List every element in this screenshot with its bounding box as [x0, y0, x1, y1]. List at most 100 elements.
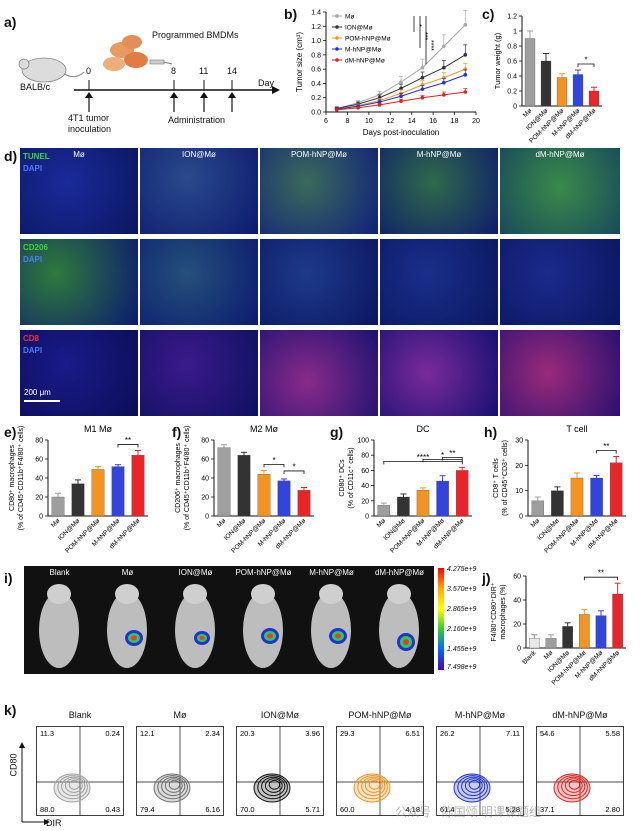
legend-label: ION@Mø — [345, 25, 373, 32]
contour-ring — [357, 775, 388, 800]
column-label: dM-hNP@Mø — [535, 150, 585, 159]
x-tick-label: 14 — [408, 118, 416, 125]
scale-bar-label: 200 μm — [24, 388, 51, 397]
bar — [91, 469, 105, 517]
flow-plot-canvas: 54.6 5.58 37.1 2.80 — [536, 726, 624, 816]
micro-cell-cd8-4 — [380, 330, 498, 416]
flow-plot-title: POM-hNP@Mø — [348, 710, 412, 720]
tumor-weight-bar-chart: 00.20.40.60.811.2MøION@MøPOM-hNP@MøM-hNP… — [493, 14, 602, 145]
y-tick-label: 10 — [515, 488, 523, 495]
contour-ring — [64, 778, 83, 793]
y-tick-label: 0 — [519, 514, 523, 521]
significance-label: * — [292, 462, 295, 471]
y-tick-label: 1 — [513, 29, 517, 36]
significance-label: ** — [598, 569, 604, 578]
contour-ring — [464, 778, 483, 793]
x-tick-label: Mø — [543, 649, 555, 661]
day-11: 11 — [199, 66, 209, 76]
stain-dapi-label: DAPI — [23, 164, 43, 173]
quadrant-tl: 26.2 — [440, 729, 455, 738]
flow-plot-title: Blank — [68, 710, 92, 720]
x-tick-label: 8 — [345, 118, 349, 125]
quadrant-tl: 20.3 — [240, 729, 255, 738]
data-point — [420, 65, 425, 70]
stain-tunel-label: TUNEL — [23, 152, 50, 161]
data-point — [420, 95, 425, 100]
contour-ring — [68, 779, 81, 790]
flow-plot-canvas: 29.3 6.51 60.0 4.18 — [336, 726, 424, 816]
quadrant-br: 4.18 — [405, 805, 420, 814]
ivis-mouse-dm: dM-hNP@Mø — [366, 566, 433, 674]
bar — [436, 480, 449, 517]
contour-ring — [168, 779, 181, 790]
y-axis-label: CD206⁺ macrophages — [175, 443, 182, 513]
chart-title: M2 Mø — [250, 424, 279, 434]
bar — [455, 470, 469, 517]
data-point — [420, 75, 425, 80]
bar — [588, 90, 600, 107]
panel-b-letter: b) — [284, 6, 298, 22]
t-cell-bar-chart: T cell0102030MøION@MøPOM-hNP@MøM-hNP@Mød… — [493, 424, 626, 555]
data-point — [334, 108, 339, 112]
y-axis-label-2: (% of CD45⁺CD11b⁺F4/80⁺ cells) — [184, 426, 191, 531]
ivis-image-row: Blank Mø ION@Mø POM-hNP@Mø M-hNP@Mø dM-h… — [24, 566, 434, 674]
mouse-icon — [18, 57, 85, 83]
x-tick-label: 12 — [386, 118, 394, 125]
panel-c-letter: c) — [482, 6, 495, 22]
chart-title: T cell — [566, 424, 587, 434]
y-tick-label: 0.2 — [507, 89, 517, 96]
micro-cell-tunel-1: Mø — [20, 148, 138, 234]
m2-macrophage-bar-chart: M2 Mø020406080MøION@MøPOM-hNP@MøM-hNP@Mø… — [175, 424, 314, 555]
bar — [570, 477, 584, 517]
significance-bracket — [577, 63, 595, 67]
scale-bar — [24, 400, 60, 402]
flow-plot-canvas: 20.3 3.96 70.0 5.71 — [236, 726, 324, 816]
x-tick-label: Mø — [376, 517, 388, 529]
panel-d-letter: d) — [4, 148, 18, 164]
mouse-label: M-hNP@Mø — [309, 568, 354, 577]
ivis-mouse-m: M-hNP@Mø — [298, 566, 365, 674]
contour-ring — [364, 778, 383, 793]
x-tick-label: 20 — [472, 118, 480, 125]
ivis-mouse-ion: ION@Mø — [162, 566, 229, 674]
y-axis-label-2: macrophages (%) — [500, 584, 507, 639]
contour-ring — [453, 773, 491, 803]
ivis-mouse-mo: Mø — [94, 566, 161, 674]
panel-a-letter: a) — [4, 14, 17, 30]
flow-plot: ION@Mø 20.3 3.96 70.0 5.71 — [236, 710, 324, 816]
y-tick-label: 0 — [517, 646, 521, 653]
contour-ring — [361, 776, 386, 797]
bar — [71, 483, 85, 517]
contour-ring — [261, 776, 286, 797]
x-tick-label: 10 — [365, 118, 373, 125]
significance-bracket — [442, 456, 463, 461]
column-label: POM-hNP@Mø — [290, 150, 348, 159]
significance-bracket — [263, 464, 285, 468]
contour-ring — [161, 776, 186, 797]
micro-cell-tunel-4: M-hNP@Mø — [380, 148, 498, 234]
data-point — [399, 99, 403, 104]
flow-plot: Mø 12.1 2.34 79.4 6.16 — [136, 710, 224, 816]
inoculation-label-1: 4T1 tumor — [68, 113, 110, 123]
microscopy-row-cd206: CD206 DAPI — [20, 239, 620, 325]
data-point — [463, 53, 468, 57]
contour-ring — [368, 779, 381, 790]
contour-ring — [568, 779, 581, 790]
flow-plot: M-hNP@Mø 26.2 7.11 61.4 5.28 — [436, 710, 524, 816]
bar — [545, 638, 557, 649]
y-tick-label: 30 — [515, 438, 523, 445]
contour-ring — [564, 778, 583, 793]
legend-marker — [335, 47, 339, 51]
significance-label: * — [441, 451, 444, 460]
colorbar-tick: 1.455e+9 — [447, 646, 477, 653]
colorbar-tick: 4.275e+9 — [447, 566, 477, 573]
bar — [237, 455, 251, 517]
data-point — [399, 86, 403, 91]
bar — [257, 474, 271, 517]
legend-marker — [335, 58, 339, 62]
mouse-label: Mø — [121, 568, 134, 577]
significance-label: **** — [417, 453, 429, 462]
administration-label: Administration — [168, 115, 226, 125]
data-point — [420, 87, 425, 91]
significance-label: ** — [449, 449, 455, 458]
